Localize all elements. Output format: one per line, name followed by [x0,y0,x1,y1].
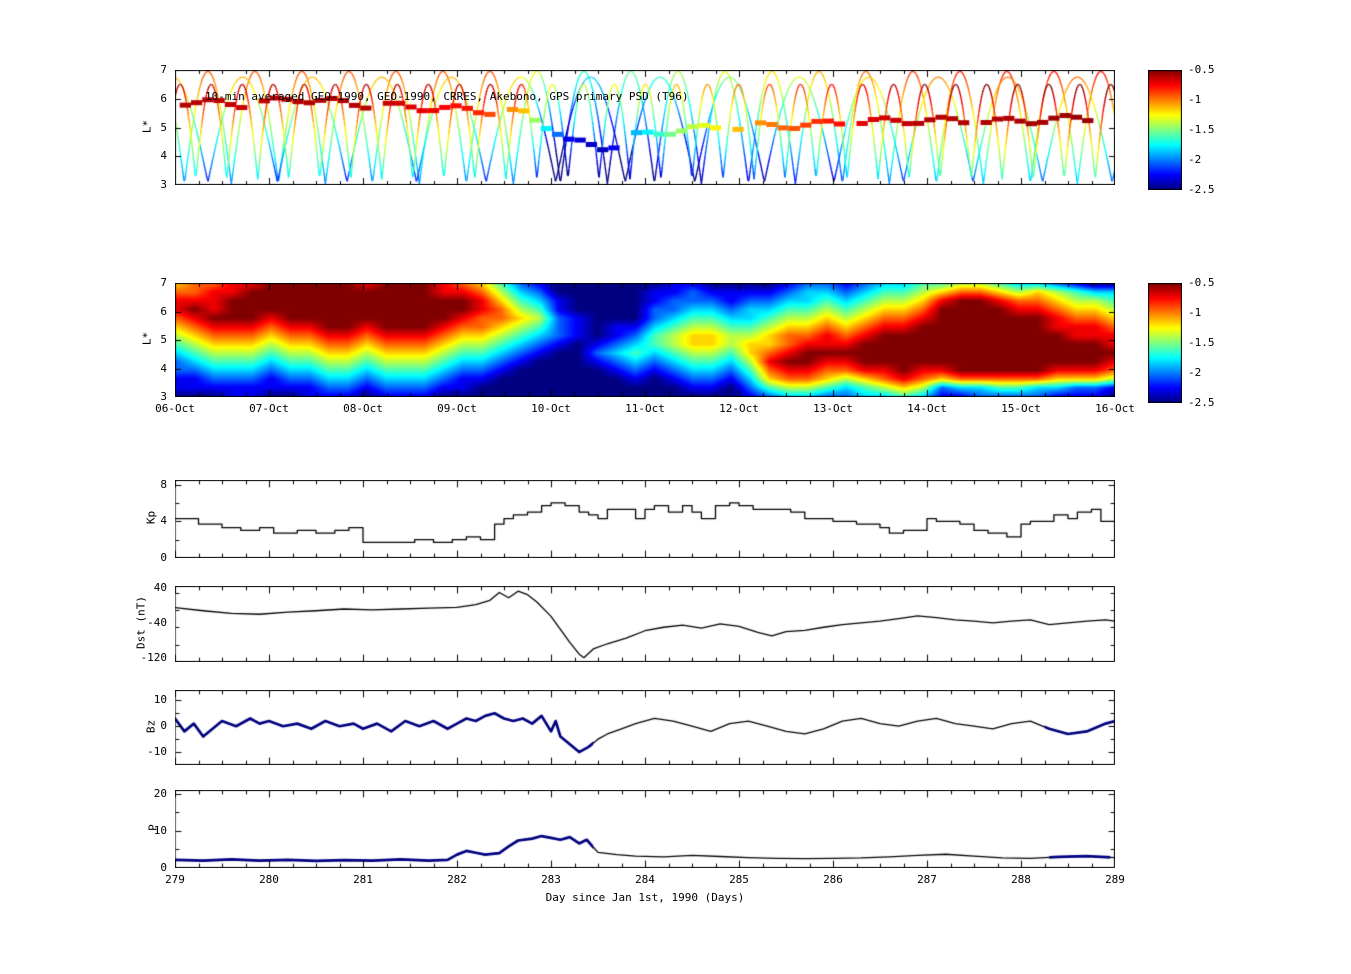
y-axis-label: Kp [144,510,158,525]
date-tick-label: 11-Oct [625,402,665,415]
y-tick-label: 10 [153,693,167,707]
y-axis-label: L* [140,331,154,346]
x-tick-label: 286 [823,873,843,886]
x-tick-label: 288 [1011,873,1031,886]
bz-panel [175,690,1115,765]
y-tick-label: 10 [153,823,167,837]
x-tick-label: 281 [353,873,373,886]
date-tick-label: 12-Oct [719,402,759,415]
date-tick-label: 07-Oct [249,402,289,415]
x-tick-label: 282 [447,873,467,886]
p-panel [175,790,1115,868]
x-axis-label: Day since Jan 1st, 1990 (Days) [545,891,745,904]
y-axis-label: Bz [144,719,158,733]
date-tick-label: 14-Oct [907,402,947,415]
x-tick-label: 284 [635,873,655,886]
y-tick-label: 0 [160,861,167,874]
colorbar-top [1148,70,1182,190]
date-tick-label: 13-Oct [813,402,853,415]
y-tick-label: 0 [160,551,167,564]
y-axis-label: L* [140,119,154,133]
colorbar-tick-label: -1.5 [1188,336,1215,349]
colorbar-bottom [1148,283,1182,403]
y-tick-label: -10 [147,745,167,759]
y-tick-label: 0 [160,719,167,733]
y-tick-label: 7 [160,276,167,289]
y-tick-label: 40 [153,581,167,595]
y-axis-label: P [146,824,160,831]
kp-panel [175,480,1115,558]
colorbar-tick-label: -0.5 [1188,63,1215,76]
y-tick-label: 4 [160,361,167,375]
psd-heatmap-panel [175,283,1115,397]
y-tick-label: 3 [160,390,167,403]
y-tick-label: 6 [160,304,167,318]
y-tick-label: 3 [160,178,167,191]
date-tick-label: 10-Oct [531,402,571,415]
colorbar-tick-label: -2.5 [1188,183,1215,196]
y-tick-label: 4 [160,514,167,528]
x-tick-label: 287 [917,873,937,886]
x-tick-label: 283 [541,873,561,886]
x-tick-label: 280 [259,873,279,886]
x-tick-label: 279 [165,873,185,886]
colorbar-tick-label: -2.5 [1188,396,1215,409]
y-tick-label: 8 [160,477,167,491]
colorbar-tick-label: -2 [1188,366,1202,379]
psd-orbit-track-panel [175,70,1115,185]
y-tick-label: 7 [160,63,167,76]
date-tick-label: 16-Oct [1095,402,1135,415]
colorbar-tick-label: -1.5 [1188,123,1215,136]
colorbar-tick-label: -1 [1188,306,1202,319]
panel-title: 10-min averaged GEO-1990, GEO-1990, CRRE… [205,90,689,103]
colorbar-tick-label: -2 [1188,153,1202,166]
colorbar-tick-label: -0.5 [1188,276,1215,289]
x-tick-label: 285 [729,873,749,886]
date-tick-label: 09-Oct [437,402,477,415]
date-tick-label: 15-Oct [1001,402,1041,415]
y-tick-label: 5 [160,333,167,346]
dst-panel [175,586,1115,662]
y-tick-label: -120 [140,650,168,664]
x-tick-label: 289 [1105,873,1125,886]
y-tick-label: -40 [147,615,167,629]
y-tick-label: 4 [160,149,167,163]
colorbar-tick-label: -1 [1188,93,1202,106]
y-tick-label: 6 [160,91,167,105]
date-tick-label: 06-Oct [155,402,195,415]
date-tick-label: 08-Oct [343,402,383,415]
y-tick-label: 5 [160,120,167,134]
y-axis-label: Dst (nT) [134,596,148,649]
y-tick-label: 20 [153,786,167,800]
